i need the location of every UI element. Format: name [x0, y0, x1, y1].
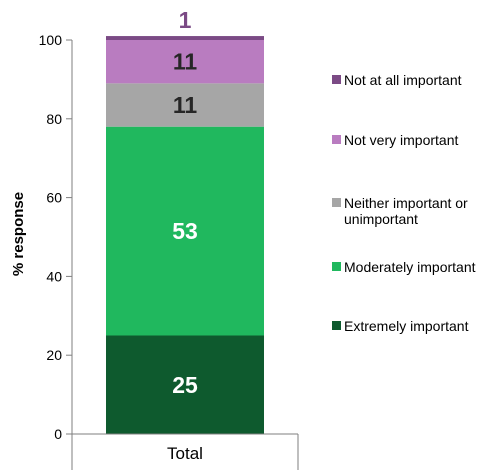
bar-segment: [106, 83, 264, 127]
y-tick-label: 100: [39, 32, 63, 48]
bar-segment: [106, 126, 264, 336]
bar-segment: [106, 335, 264, 434]
legend-label: Moderately important: [344, 259, 476, 275]
bar-segment: [106, 36, 264, 40]
legend-swatch: [332, 321, 341, 330]
y-tick-label: 80: [46, 111, 62, 127]
legend: Not at all important Not very important Ne…: [332, 72, 476, 334]
x-axis: Total: [71, 433, 299, 470]
legend-swatch: [332, 262, 341, 271]
legend-label: Neither important or: [344, 195, 468, 211]
data-label: 25: [172, 372, 198, 398]
legend-label: Extremely important: [344, 318, 469, 334]
data-label: 53: [172, 218, 198, 244]
data-label: 11: [173, 92, 198, 118]
data-label: 11: [173, 49, 198, 75]
y-axis-label: % response: [10, 192, 27, 276]
legend-swatch: [332, 198, 341, 207]
y-tick-label: 0: [54, 426, 62, 442]
bar-stack: [106, 36, 264, 434]
x-tick-label: Total: [167, 444, 203, 463]
y-tick-label: 40: [46, 268, 62, 284]
legend-label: Not at all important: [344, 72, 462, 88]
y-tick-label: 20: [46, 347, 62, 363]
legend-swatch: [332, 75, 341, 84]
y-tick-label: 60: [46, 190, 62, 206]
legend-swatch: [332, 135, 341, 144]
y-axis: 0 20 40 60 80 100: [39, 32, 73, 442]
legend-label: unimportant: [344, 211, 418, 227]
legend-label: Not very important: [344, 132, 458, 148]
data-label: 1: [179, 7, 192, 33]
bar-segment: [106, 40, 264, 84]
